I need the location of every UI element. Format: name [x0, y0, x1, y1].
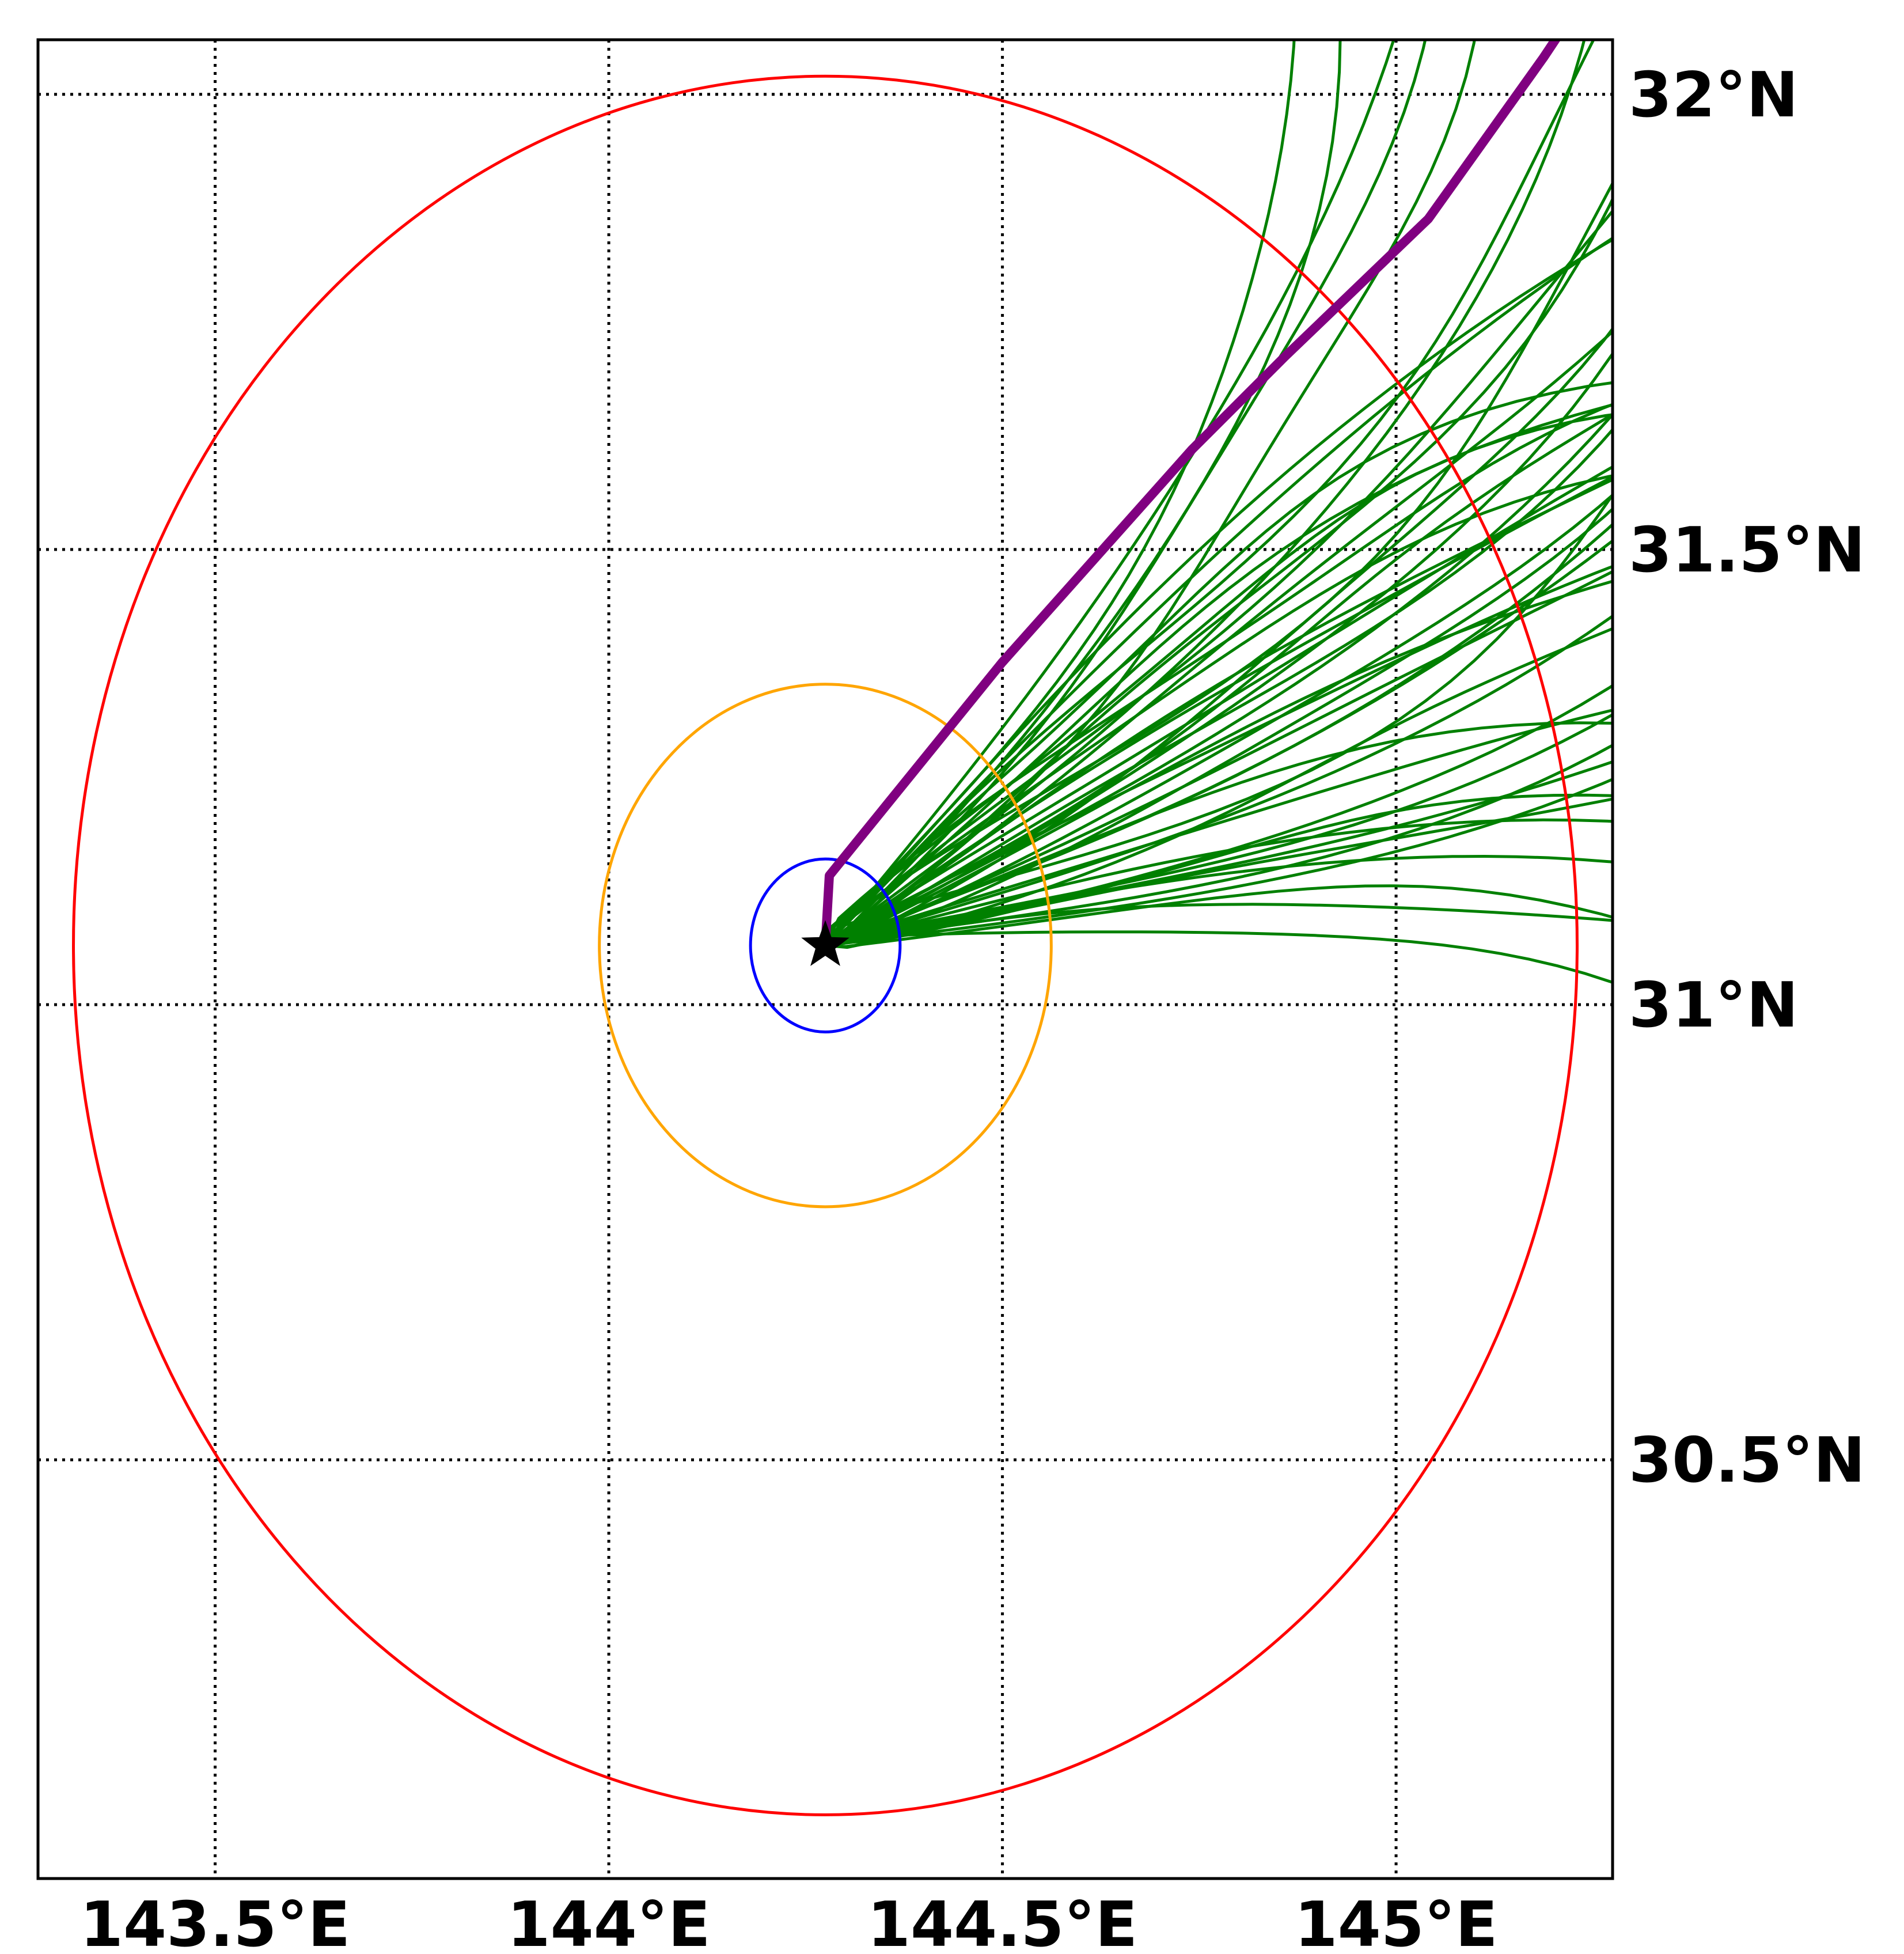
ensemble-track — [824, 465, 1613, 947]
ensemble-track — [825, 614, 1613, 947]
star-icon — [801, 920, 849, 966]
ensemble-track — [825, 493, 1613, 947]
ensemble-track — [824, 413, 1613, 946]
mean-track — [821, 40, 1561, 951]
ensemble-track — [824, 412, 1613, 947]
ensemble-track — [825, 721, 1613, 947]
graticule — [38, 40, 1613, 1879]
lon-tick-label: 144°E — [507, 1889, 710, 1954]
ensemble-track — [825, 884, 1613, 948]
plot-background — [38, 40, 1613, 1879]
ensemble-track — [824, 40, 1296, 946]
range-ring — [598, 683, 1053, 1209]
ensemble-track — [824, 492, 1613, 946]
lat-tick-label: 30.5°N — [1629, 1425, 1865, 1497]
lat-tick-label: 32°N — [1629, 59, 1799, 131]
ensemble-track — [824, 236, 1613, 947]
ensemble-track — [824, 930, 1613, 984]
ensemble-track — [824, 40, 1476, 947]
ensemble-track — [825, 522, 1613, 947]
ensemble-track — [825, 580, 1613, 947]
ensemble-track — [825, 903, 1613, 947]
lon-tick-label: 145°E — [1294, 1889, 1497, 1954]
ensemble-track — [825, 797, 1613, 947]
lon-tick-label: 144.5°E — [867, 1889, 1137, 1954]
ensemble-tracks — [824, 40, 1613, 984]
ensemble-track — [824, 40, 1586, 947]
ensemble-track — [825, 778, 1613, 947]
ensemble-track — [824, 40, 1595, 947]
storm-center — [801, 920, 849, 966]
ensemble-track — [825, 351, 1613, 947]
ensemble-track — [824, 403, 1613, 946]
ensemble-track — [825, 709, 1613, 947]
ensemble-track — [825, 713, 1613, 947]
ensemble-track — [824, 381, 1613, 946]
range-rings — [72, 74, 1579, 1816]
range-ring — [72, 74, 1579, 1816]
range-ring — [749, 857, 902, 1033]
ensemble-track — [825, 818, 1613, 947]
ensemble-track — [824, 330, 1613, 947]
ensemble-track — [825, 570, 1613, 947]
axis-labels: 143.5°E 144°E 144.5°E 145°E 30.5°N 31°N 31.5°N… — [80, 59, 1865, 1954]
ensemble-track — [825, 684, 1613, 947]
ensemble-track — [824, 195, 1613, 947]
ensemble-track — [824, 427, 1613, 947]
plot-frame — [36, 38, 1614, 1880]
mean-track-line — [821, 40, 1561, 951]
ensemble-track — [824, 412, 1613, 947]
lat-tick-label: 31°N — [1629, 970, 1799, 1042]
lat-tick-label: 31.5°N — [1629, 514, 1865, 586]
lon-tick-label: 143.5°E — [80, 1889, 350, 1954]
